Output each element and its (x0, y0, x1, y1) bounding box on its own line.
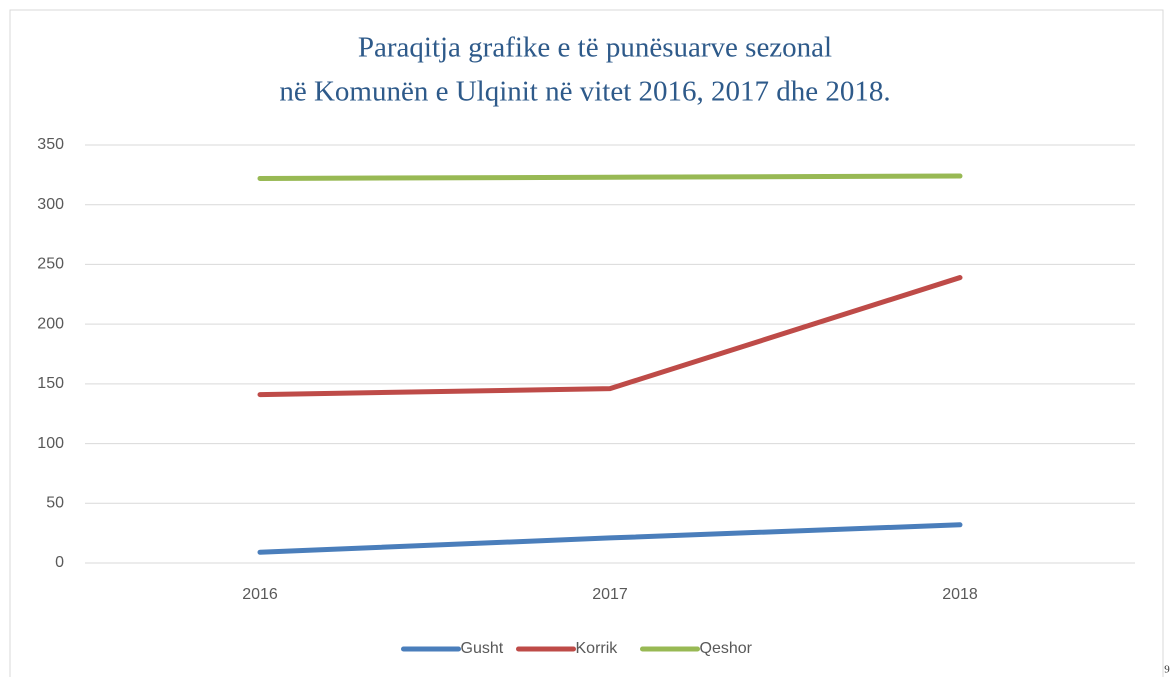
page-number: 9 (1164, 664, 1170, 676)
series-line (257, 275, 963, 398)
x-tick-label: 2017 (592, 586, 628, 603)
y-tick-label: 0 (55, 554, 64, 571)
chart-title: në Komunën e Ulqinit në vitet 2016, 2017… (279, 76, 890, 108)
legend-label: Korrik (576, 640, 619, 657)
chart-title: Paraqitja grafike e të punësuarve sezona… (358, 32, 832, 64)
x-tick-label: 2016 (242, 586, 278, 603)
legend-label: Qeshor (700, 640, 753, 657)
y-tick-label: 200 (37, 315, 64, 332)
series-line (257, 173, 963, 181)
y-tick-label: 50 (46, 495, 64, 512)
y-tick-label: 250 (37, 256, 64, 273)
y-tick-label: 300 (37, 196, 64, 213)
x-tick-label: 2018 (942, 586, 978, 603)
y-tick-label: 350 (37, 136, 64, 153)
y-tick-label: 150 (37, 375, 64, 392)
series-line (257, 522, 963, 555)
chart-border (9, 9, 1164, 677)
legend-label: Gusht (461, 640, 504, 657)
y-tick-label: 100 (37, 435, 64, 452)
